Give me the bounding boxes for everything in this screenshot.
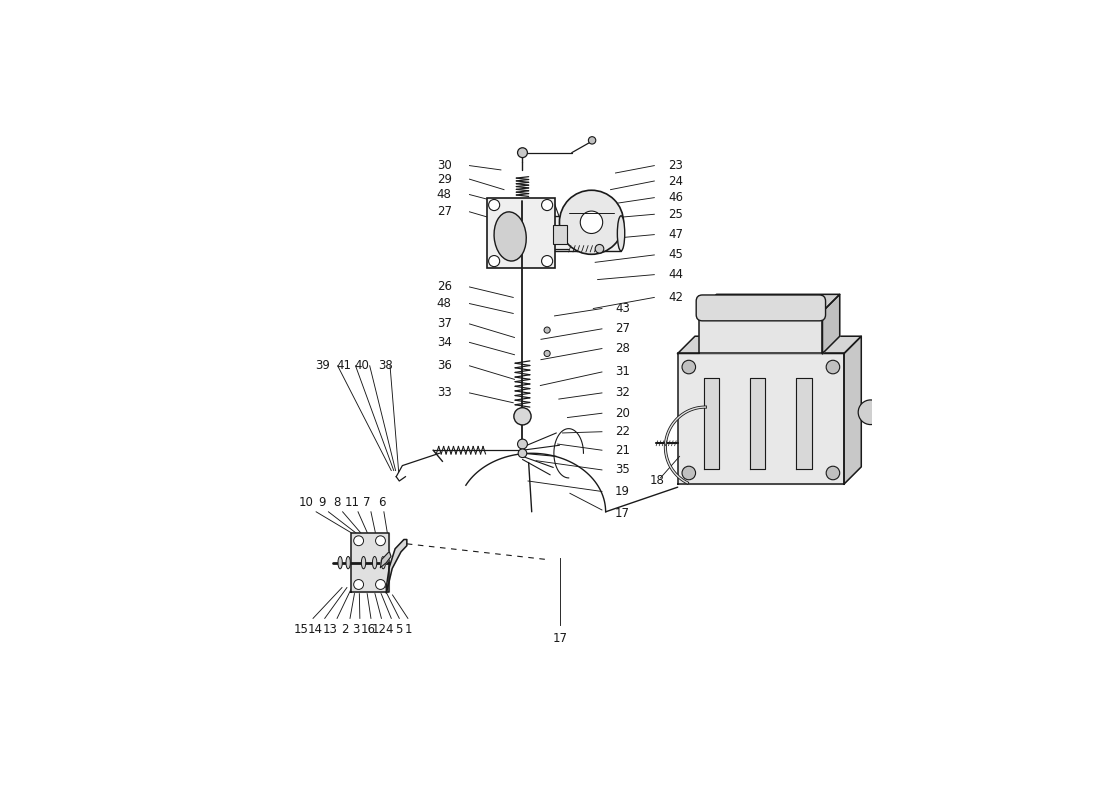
Text: 5: 5 xyxy=(395,622,403,636)
Polygon shape xyxy=(704,378,719,469)
Text: 21: 21 xyxy=(615,444,630,457)
Circle shape xyxy=(858,400,883,425)
Text: 27: 27 xyxy=(437,206,452,218)
Polygon shape xyxy=(700,311,823,354)
Text: 41: 41 xyxy=(337,359,351,372)
Ellipse shape xyxy=(494,212,526,261)
Circle shape xyxy=(375,579,385,590)
Circle shape xyxy=(541,255,552,266)
Text: 6: 6 xyxy=(377,496,385,509)
Text: 19: 19 xyxy=(615,485,630,498)
Polygon shape xyxy=(351,534,389,592)
Text: 17: 17 xyxy=(615,507,630,520)
Polygon shape xyxy=(823,294,839,354)
Text: 3: 3 xyxy=(352,622,360,636)
Polygon shape xyxy=(381,551,390,567)
Circle shape xyxy=(517,439,527,449)
Text: 44: 44 xyxy=(669,268,683,281)
Polygon shape xyxy=(700,294,839,311)
Text: 15: 15 xyxy=(294,622,308,636)
Polygon shape xyxy=(750,378,766,469)
Circle shape xyxy=(488,255,499,266)
Circle shape xyxy=(517,148,527,158)
Text: 11: 11 xyxy=(345,496,360,509)
Text: 25: 25 xyxy=(669,208,683,221)
Text: 14: 14 xyxy=(308,622,323,636)
Text: 34: 34 xyxy=(437,336,452,349)
Circle shape xyxy=(514,408,531,425)
Text: 27: 27 xyxy=(615,322,630,335)
Text: 45: 45 xyxy=(669,249,683,262)
Circle shape xyxy=(595,245,604,253)
Text: 4: 4 xyxy=(386,622,393,636)
Circle shape xyxy=(581,211,603,234)
Text: 48: 48 xyxy=(437,188,452,201)
Bar xyxy=(486,198,554,269)
Text: 2: 2 xyxy=(341,622,349,636)
Text: 40: 40 xyxy=(354,359,370,372)
Text: 8: 8 xyxy=(333,496,341,509)
Text: 17: 17 xyxy=(552,632,568,645)
Ellipse shape xyxy=(362,557,365,569)
Polygon shape xyxy=(386,539,407,593)
Text: 46: 46 xyxy=(669,191,683,204)
Circle shape xyxy=(488,199,499,210)
Circle shape xyxy=(588,137,596,144)
Text: 23: 23 xyxy=(669,159,683,172)
Text: 30: 30 xyxy=(437,159,452,172)
Circle shape xyxy=(826,466,839,480)
Text: 16: 16 xyxy=(361,622,375,636)
FancyBboxPatch shape xyxy=(696,295,825,321)
Text: 39: 39 xyxy=(315,359,330,372)
Text: 28: 28 xyxy=(615,342,630,355)
Text: 47: 47 xyxy=(669,228,683,241)
Text: 36: 36 xyxy=(437,359,452,372)
Polygon shape xyxy=(678,354,844,484)
Text: 32: 32 xyxy=(615,386,630,399)
Ellipse shape xyxy=(373,557,377,569)
Text: 12: 12 xyxy=(372,622,386,636)
Text: 24: 24 xyxy=(669,174,683,187)
Circle shape xyxy=(826,360,839,374)
Circle shape xyxy=(544,350,550,357)
Text: 10: 10 xyxy=(299,496,314,509)
Circle shape xyxy=(541,199,552,210)
Text: 1: 1 xyxy=(405,622,412,636)
Text: 48: 48 xyxy=(437,297,452,310)
Ellipse shape xyxy=(381,557,385,569)
Ellipse shape xyxy=(338,557,342,569)
Text: 33: 33 xyxy=(437,386,452,399)
Text: 29: 29 xyxy=(437,173,452,186)
Text: 9: 9 xyxy=(318,496,326,509)
Circle shape xyxy=(682,466,695,480)
Polygon shape xyxy=(796,378,812,469)
Circle shape xyxy=(354,536,363,546)
Ellipse shape xyxy=(617,216,625,251)
Text: 22: 22 xyxy=(615,426,630,438)
Text: 31: 31 xyxy=(615,366,630,378)
Text: 43: 43 xyxy=(615,302,630,315)
Text: 20: 20 xyxy=(615,406,630,420)
Circle shape xyxy=(560,190,624,254)
Text: 18: 18 xyxy=(650,474,664,487)
Ellipse shape xyxy=(346,557,350,569)
Bar xyxy=(554,216,621,251)
Circle shape xyxy=(682,360,695,374)
Text: 26: 26 xyxy=(437,281,452,294)
Text: 38: 38 xyxy=(377,359,393,372)
Text: 42: 42 xyxy=(669,291,683,304)
Bar xyxy=(553,226,566,244)
Circle shape xyxy=(544,327,550,333)
Polygon shape xyxy=(844,336,861,484)
Text: 37: 37 xyxy=(437,318,452,330)
Circle shape xyxy=(375,536,385,546)
Text: 35: 35 xyxy=(615,463,629,477)
Text: 7: 7 xyxy=(363,496,371,509)
Circle shape xyxy=(518,449,527,458)
Circle shape xyxy=(354,579,363,590)
Text: 13: 13 xyxy=(322,622,337,636)
Polygon shape xyxy=(678,336,861,354)
